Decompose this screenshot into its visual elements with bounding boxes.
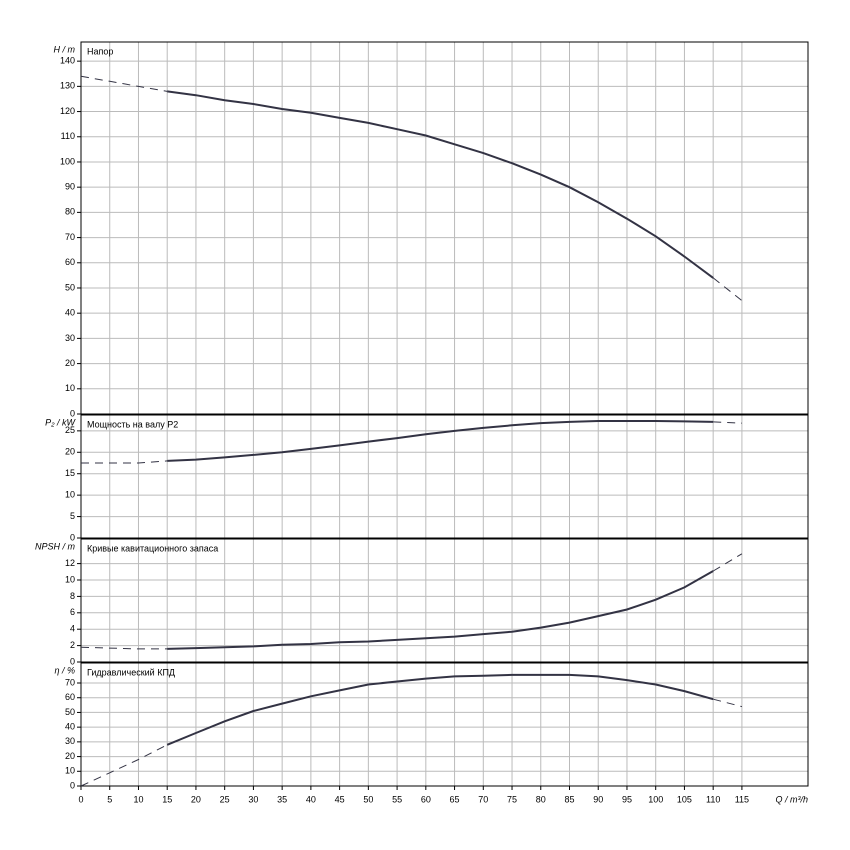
y-tick-label: 10 bbox=[65, 766, 75, 776]
y-tick-label: 50 bbox=[65, 282, 75, 292]
x-tick-label: 5 bbox=[107, 794, 112, 804]
extrapolated-curve bbox=[80, 553, 743, 650]
plot-frame bbox=[80, 41, 809, 415]
y-tick-label: 30 bbox=[65, 333, 75, 343]
x-tick-label: 65 bbox=[450, 794, 460, 804]
y-tick-label: 20 bbox=[65, 358, 75, 368]
curve bbox=[167, 90, 714, 279]
x-tick-label: 70 bbox=[478, 794, 488, 804]
y-tick-label: 10 bbox=[65, 574, 75, 584]
y-axis-label: H / m bbox=[54, 44, 76, 54]
y-tick-label: 130 bbox=[60, 81, 75, 91]
x-tick-label: 95 bbox=[622, 794, 632, 804]
y-tick-label: 110 bbox=[61, 131, 75, 141]
plot-frame bbox=[80, 414, 809, 539]
y-tick-label: 40 bbox=[65, 308, 75, 318]
y-tick-label: 120 bbox=[60, 106, 75, 116]
y-tick-label: 6 bbox=[70, 607, 75, 617]
x-tick-label: 60 bbox=[421, 794, 431, 804]
y-tick-label: 25 bbox=[65, 425, 75, 435]
x-tick-label: 30 bbox=[248, 794, 258, 804]
y-tick-label: 2 bbox=[70, 640, 75, 650]
panel-title: Кривые кавитационного запаса bbox=[87, 543, 218, 553]
y-tick-label: 12 bbox=[65, 558, 75, 568]
panel-title: Мощность на валу P2 bbox=[87, 419, 178, 429]
y-tick-label: 20 bbox=[65, 447, 75, 457]
y-tick-label: 4 bbox=[70, 624, 75, 634]
y-tick-label: 0 bbox=[70, 408, 75, 418]
y-tick-label: 0 bbox=[70, 780, 75, 790]
extrapolated-curve bbox=[81, 421, 742, 464]
x-tick-label: 55 bbox=[392, 794, 402, 804]
x-tick-label: 35 bbox=[277, 794, 287, 804]
y-tick-label: 40 bbox=[65, 722, 75, 732]
x-tick-label: 85 bbox=[564, 794, 574, 804]
panel-title: Напор bbox=[87, 46, 113, 56]
plot-frame bbox=[80, 538, 809, 663]
y-tick-label: 10 bbox=[65, 383, 75, 393]
y-axis-label: P₂ / kW bbox=[45, 417, 76, 427]
y-tick-label: 10 bbox=[65, 490, 75, 500]
x-tick-label: 80 bbox=[536, 794, 546, 804]
x-tick-label: 90 bbox=[593, 794, 603, 804]
extrapolated-curve bbox=[80, 698, 743, 787]
x-tick-label: 105 bbox=[677, 794, 692, 804]
y-tick-label: 100 bbox=[60, 156, 75, 166]
y-tick-label: 0 bbox=[70, 656, 75, 666]
x-tick-label: 10 bbox=[133, 794, 143, 804]
x-tick-label: 45 bbox=[335, 794, 345, 804]
x-tick-label: 100 bbox=[648, 794, 663, 804]
x-tick-label: 115 bbox=[735, 794, 749, 804]
y-tick-label: 60 bbox=[65, 257, 75, 267]
y-tick-label: 90 bbox=[65, 182, 75, 192]
x-tick-label: 15 bbox=[162, 794, 172, 804]
x-tick-label: 25 bbox=[220, 794, 230, 804]
panel-title: Гидравлический КПД bbox=[87, 667, 175, 677]
y-tick-label: 80 bbox=[65, 207, 75, 217]
curve bbox=[167, 420, 714, 462]
y-tick-label: 50 bbox=[65, 707, 75, 717]
y-tick-label: 30 bbox=[65, 736, 75, 746]
x-axis-label: Q / m³/h bbox=[775, 794, 808, 804]
y-tick-label: 8 bbox=[70, 591, 75, 601]
x-tick-label: 40 bbox=[306, 794, 316, 804]
y-tick-label: 70 bbox=[65, 677, 75, 687]
y-tick-label: 60 bbox=[65, 692, 75, 702]
curve bbox=[167, 570, 714, 650]
curve bbox=[166, 673, 714, 746]
y-tick-label: 140 bbox=[60, 56, 75, 66]
y-tick-label: 0 bbox=[70, 532, 75, 542]
plot-frame bbox=[80, 662, 809, 787]
y-tick-label: 5 bbox=[70, 511, 75, 521]
x-tick-label: 50 bbox=[363, 794, 373, 804]
x-tick-label: 75 bbox=[507, 794, 517, 804]
x-tick-label: 110 bbox=[706, 794, 720, 804]
extrapolated-curve bbox=[80, 75, 743, 301]
y-tick-label: 70 bbox=[65, 232, 75, 242]
x-tick-label: 20 bbox=[191, 794, 201, 804]
y-tick-label: 15 bbox=[65, 468, 75, 478]
y-axis-label: η / % bbox=[54, 665, 75, 675]
y-axis-label: NPSH / m bbox=[35, 541, 76, 551]
x-tick-label: 0 bbox=[78, 794, 83, 804]
y-tick-label: 20 bbox=[65, 751, 75, 761]
